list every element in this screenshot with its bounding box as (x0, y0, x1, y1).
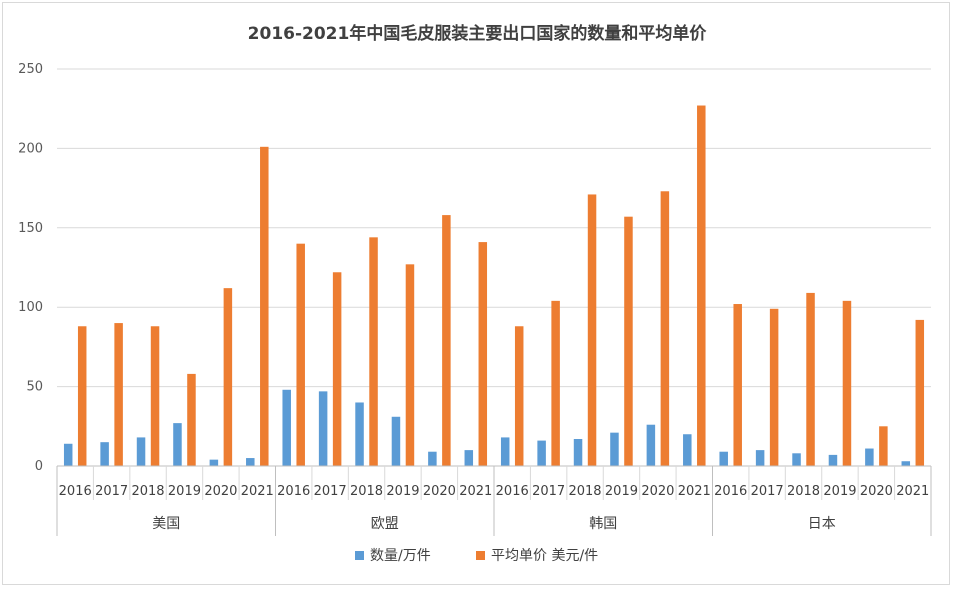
x-group-label: 日本 (808, 516, 836, 532)
price-bar (187, 373, 196, 466)
legend-swatch (476, 551, 485, 560)
y-tick-label: 200 (18, 141, 43, 156)
x-year-label: 2018 (568, 484, 601, 499)
quantity-bar (755, 450, 765, 466)
price-bar (514, 326, 524, 466)
price-bar (879, 426, 888, 466)
x-year-label: 2020 (204, 484, 237, 499)
price-bar (806, 292, 815, 466)
quantity-bar (646, 424, 656, 466)
x-year-label: 2021 (896, 484, 929, 499)
price-bar (660, 191, 670, 466)
quantity-bar (63, 443, 73, 466)
quantity-bar (537, 440, 546, 466)
quantity-bar (828, 454, 838, 466)
x-group-label: 欧盟 (371, 516, 399, 532)
quantity-bar (282, 389, 291, 466)
price-bar (587, 194, 597, 466)
x-year-label: 2021 (459, 484, 492, 499)
chart-title: 2016-2021年中国毛皮服装主要出口国家的数量和平均单价 (248, 23, 708, 44)
x-year-label: 2021 (241, 484, 274, 499)
y-tick-label: 50 (26, 380, 43, 395)
x-year-label: 2019 (168, 484, 201, 499)
price-bar (697, 105, 706, 467)
x-year-label: 2019 (386, 484, 419, 499)
quantity-bar (136, 437, 146, 466)
quantity-bar (683, 434, 692, 466)
quantity-bar (464, 450, 474, 466)
quantity-bar (610, 432, 619, 466)
quantity-bar (573, 439, 583, 466)
quantity-bar (865, 448, 874, 466)
x-year-label: 2016 (59, 484, 92, 499)
x-year-label: 2017 (532, 484, 565, 499)
price-bar (150, 326, 160, 466)
quantity-bar (318, 391, 328, 466)
x-year-label: 2016 (496, 484, 529, 499)
x-year-label: 2021 (678, 484, 711, 499)
price-bar (77, 326, 87, 466)
x-group-label: 韩国 (589, 516, 617, 532)
legend-swatch (355, 551, 364, 560)
x-group-label: 美国 (152, 516, 180, 532)
chart-svg: 2016-2021年中国毛皮服装主要出口国家的数量和平均单价 0 50 100 150… (18, 23, 932, 564)
price-bar (769, 308, 779, 466)
price-bar (223, 288, 233, 466)
price-bar (733, 304, 742, 466)
bars (63, 105, 925, 467)
quantity-bar (719, 451, 728, 466)
quantity-bar (173, 423, 182, 466)
quantity-bar (100, 442, 109, 466)
x-year-label: 2019 (823, 484, 856, 499)
quantity-bar (500, 437, 510, 466)
quantity-bar (901, 461, 911, 466)
legend-label: 平均单价 美元/件 (491, 548, 598, 564)
price-bar (842, 300, 852, 466)
y-tick-label: 250 (18, 62, 43, 77)
quantity-bar (355, 402, 364, 466)
quantity-bar (391, 416, 401, 466)
x-year-label: 2017 (751, 484, 784, 499)
price-bar (405, 264, 415, 466)
gridlines (57, 68, 931, 388)
quantity-bar (792, 453, 801, 466)
y-tick-label: 100 (18, 300, 43, 315)
x-year-label: 2016 (714, 484, 747, 499)
price-bar (369, 237, 378, 466)
y-tick-label: 150 (18, 221, 43, 236)
quantity-bar (246, 458, 255, 466)
x-year-label: 2017 (314, 484, 347, 499)
price-bar (296, 243, 305, 466)
x-year-label: 2017 (95, 484, 128, 499)
price-bar (114, 323, 123, 466)
x-year-label: 2019 (605, 484, 638, 499)
y-axis: 0 50 100 150 200 250 (18, 62, 43, 474)
x-year-label: 2018 (131, 484, 164, 499)
price-bar (442, 215, 451, 466)
price-bar (332, 272, 342, 466)
x-year-label: 2018 (350, 484, 383, 499)
x-year-label: 2018 (787, 484, 820, 499)
x-year-label: 2020 (860, 484, 893, 499)
price-bar (551, 300, 560, 466)
quantity-bar (428, 451, 437, 466)
quantity-bar (209, 459, 219, 466)
price-bar (260, 146, 269, 466)
price-bar (624, 216, 633, 466)
x-year-label: 2020 (641, 484, 674, 499)
price-bar (478, 242, 488, 466)
x-year-label: 2020 (423, 484, 456, 499)
y-tick-label: 0 (35, 459, 43, 474)
legend-label: 数量/万件 (370, 548, 431, 564)
x-year-label: 2016 (277, 484, 310, 499)
price-bar (915, 319, 925, 466)
legend: 数量/万件 平均单价 美元/件 (355, 548, 598, 564)
